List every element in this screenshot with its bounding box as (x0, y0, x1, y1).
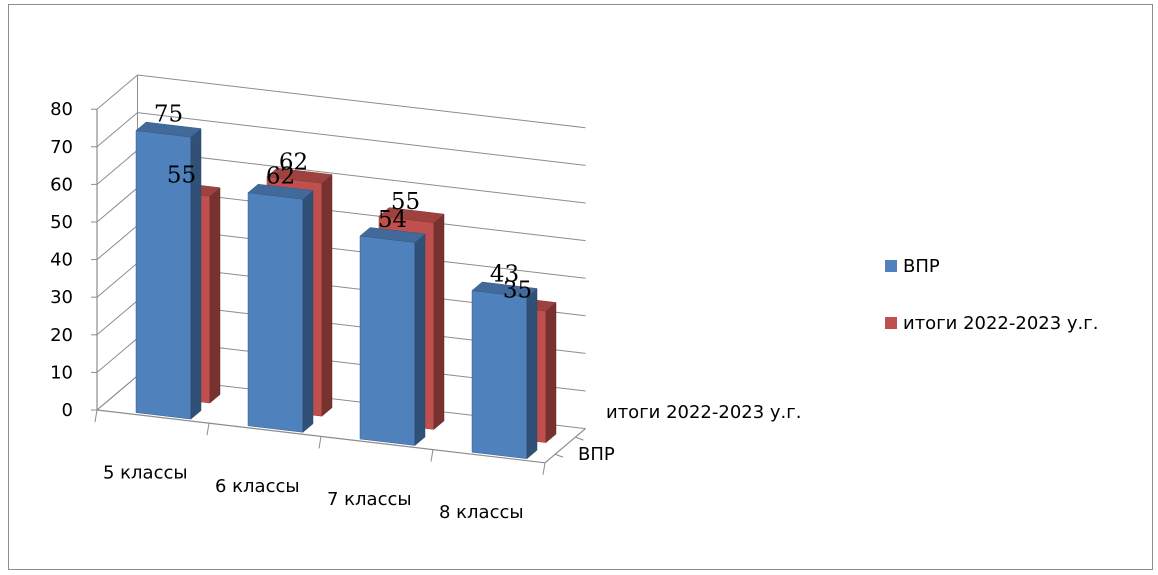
bars (135, 121, 557, 460)
y-tick-label: 70 (50, 137, 73, 158)
category-label: 7 классы (327, 489, 412, 510)
data-label: 62 (266, 164, 295, 190)
legend-label: итоги 2022-2023 у.г. (903, 313, 1098, 334)
bar (359, 227, 426, 447)
data-label: 43 (490, 262, 519, 288)
bar-top-face (378, 207, 445, 223)
bar-front-face (471, 290, 528, 459)
x-tick-mark (94, 409, 98, 423)
category-label: 6 классы (215, 476, 300, 497)
bar-front-face (247, 192, 304, 433)
depth-axis-label: итоги 2022-2023 у.г. (606, 402, 801, 423)
bar-side-face (414, 233, 426, 447)
bar (247, 183, 314, 433)
data-label: 75 (154, 102, 183, 128)
y-tick-label: 50 (50, 212, 73, 233)
data-label: 55 (391, 189, 420, 215)
bar-top-face (359, 227, 426, 243)
depth-axis-label: ВПР (578, 444, 615, 465)
bar-side-face (302, 190, 314, 433)
bar-side-face (321, 174, 333, 417)
bar-side-face (209, 187, 221, 404)
data-label: 54 (378, 207, 407, 233)
data-label: 62 (279, 150, 308, 176)
x-tick-mark (318, 436, 322, 449)
bar-top-face (247, 183, 314, 200)
legend-label: ВПР (903, 256, 940, 277)
x-tick-mark (430, 449, 434, 462)
y-tick-label: 20 (50, 325, 73, 346)
data-label: 35 (503, 278, 532, 304)
legend-swatch (885, 317, 897, 329)
bar-side-face (545, 301, 557, 444)
y-tick-label: 30 (50, 287, 73, 308)
x-tick-mark (542, 462, 546, 475)
bar-top-face (135, 121, 202, 138)
bar-side-face (433, 213, 445, 430)
bar (471, 281, 538, 460)
bar-side-face (526, 287, 538, 460)
y-tick-label: 10 (50, 362, 73, 383)
gridline (96, 112, 586, 166)
bar-front-face (359, 235, 416, 446)
x-tick-mark (206, 423, 210, 436)
y-tick-label: 40 (50, 250, 73, 271)
bar (135, 121, 202, 420)
y-tick-label: 0 (62, 400, 73, 421)
category-label: 8 классы (439, 502, 524, 523)
x-axis: 5 классы 6 классы 7 классы 8 классы (103, 463, 524, 524)
data-label: 55 (167, 163, 196, 189)
data-labels: 55 62 55 35 75 62 54 43 (154, 102, 532, 304)
y-axis: 0 10 20 30 40 50 60 70 80 (50, 99, 546, 475)
depth-tick-mark (575, 436, 584, 441)
legend: ВПР итоги 2022-2023 у.г. (885, 256, 1098, 334)
y-tick-label: 60 (50, 174, 73, 195)
depth-axis: ВПР итоги 2022-2023 у.г. (554, 402, 801, 465)
bar-top-face (266, 167, 333, 184)
bar-top-face (471, 281, 538, 298)
y-tick-label: 80 (50, 99, 73, 120)
gridline (96, 74, 586, 129)
legend-swatch (885, 260, 897, 272)
depth-tick-mark (554, 453, 564, 458)
depth-axis-line (544, 428, 586, 464)
category-label: 5 классы (103, 463, 188, 484)
